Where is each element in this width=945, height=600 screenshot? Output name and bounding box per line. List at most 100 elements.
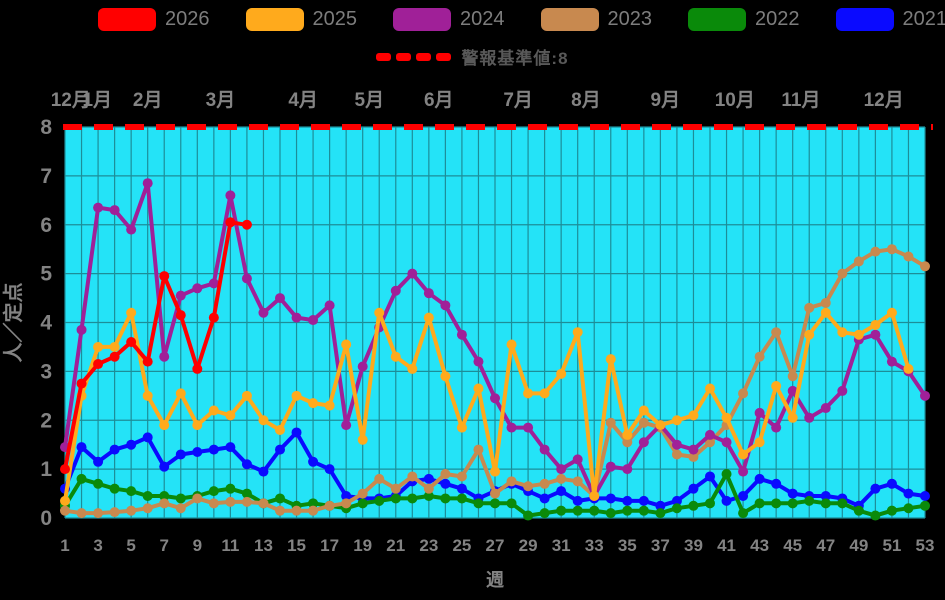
series-point-2024 <box>357 361 368 372</box>
series-point-2021 <box>192 447 203 458</box>
series-point-2026 <box>175 310 186 321</box>
series-point-2021 <box>754 473 765 484</box>
series-point-2022 <box>390 493 401 504</box>
series-point-2022 <box>721 469 732 480</box>
series-point-2021 <box>721 495 732 506</box>
series-point-2022 <box>142 491 153 502</box>
series-point-2022 <box>159 491 170 502</box>
y-axis-title: 人／定点 <box>1 283 25 363</box>
legend-label: 2025 <box>312 8 358 30</box>
series-point-2023 <box>787 371 798 382</box>
series-point-2022 <box>539 508 550 519</box>
series-point-2023 <box>605 417 616 428</box>
series-point-2023 <box>853 256 864 267</box>
series-point-2023 <box>109 507 120 518</box>
series-point-2021 <box>605 493 616 504</box>
series-point-2023 <box>556 473 567 484</box>
series-point-2023 <box>225 496 236 507</box>
series-point-2026 <box>76 378 87 389</box>
series-point-2023 <box>506 476 517 487</box>
series-point-2024 <box>738 466 749 477</box>
series-point-2021 <box>324 464 335 475</box>
series-point-2021 <box>341 491 352 502</box>
series-point-2025 <box>738 449 749 460</box>
month-tick-label: 11月 <box>781 90 820 111</box>
month-tick-label: 9月 <box>651 90 681 111</box>
series-point-2023 <box>738 388 749 399</box>
x-tick-label: 7 <box>159 536 168 555</box>
series-point-2024 <box>837 385 848 396</box>
series-point-2024 <box>341 420 352 431</box>
series-point-2022 <box>705 498 715 509</box>
series-point-2025 <box>804 329 815 340</box>
y-tick-label: 0 <box>40 507 52 530</box>
series-point-2026 <box>225 217 236 228</box>
series-point-2025 <box>556 368 567 379</box>
series-point-2023 <box>357 488 368 499</box>
series-point-2021 <box>159 461 170 472</box>
legend-swatch-icon <box>98 8 156 31</box>
series-point-2025 <box>357 434 368 445</box>
series-point-2026 <box>241 219 252 230</box>
legend-swatch-icon <box>540 8 599 31</box>
series-point-2021 <box>109 444 120 455</box>
x-tick-label: 11 <box>221 536 239 555</box>
legend-item-2021: 2021 <box>835 8 945 31</box>
legend-label: 2026 <box>165 8 210 30</box>
series-point-2022 <box>787 498 798 509</box>
series-point-2025 <box>622 429 633 440</box>
series-point-2022 <box>506 498 517 509</box>
series-point-2025 <box>589 491 600 502</box>
series-point-2022 <box>473 498 484 509</box>
series-point-2025 <box>886 307 897 318</box>
month-tick-label: 2月 <box>133 90 163 111</box>
series-point-2024 <box>456 329 467 340</box>
series-point-2022 <box>688 500 699 511</box>
series-point-2025 <box>423 312 434 323</box>
series-point-2025 <box>324 400 335 411</box>
x-tick-label: 51 <box>882 536 901 555</box>
series-point-2022 <box>804 495 815 506</box>
series-point-2024 <box>705 429 715 440</box>
series-point-2021 <box>208 444 219 455</box>
series-point-2021 <box>638 495 649 506</box>
month-tick-label: 6月 <box>424 90 454 111</box>
series-point-2022 <box>523 510 534 521</box>
series-point-2024 <box>324 300 335 311</box>
series-point-2022 <box>837 498 848 509</box>
x-tick-label: 39 <box>684 536 703 555</box>
series-point-2021 <box>671 495 682 506</box>
series-point-2022 <box>622 505 633 516</box>
series-point-2022 <box>903 503 914 514</box>
series-point-2023 <box>76 508 87 519</box>
series-point-2023 <box>837 268 848 279</box>
series-point-2025 <box>688 410 699 421</box>
series-point-2022 <box>275 493 285 504</box>
series-point-2023 <box>490 488 500 499</box>
series-point-2026 <box>159 271 170 282</box>
series-point-2024 <box>407 268 418 279</box>
series-point-2024 <box>192 283 203 294</box>
legend-item-2025: 2025 <box>245 8 358 31</box>
series-point-2022 <box>771 498 782 509</box>
series-point-2022 <box>853 505 864 516</box>
series-point-2021 <box>175 449 186 460</box>
series-point-2024 <box>258 307 269 318</box>
series-point-2024 <box>556 464 567 475</box>
series-point-2023 <box>142 503 153 514</box>
x-tick-label: 37 <box>651 536 670 555</box>
series-point-2023 <box>126 505 137 516</box>
series-point-2025 <box>440 371 451 382</box>
y-tick-label: 7 <box>40 165 52 188</box>
series-point-2022 <box>109 483 120 494</box>
series-point-2024 <box>225 190 236 201</box>
series-point-2022 <box>886 505 897 516</box>
series-point-2023 <box>754 351 765 362</box>
series-point-2021 <box>886 478 897 489</box>
series-point-2023 <box>539 478 550 489</box>
series-point-2023 <box>870 246 881 257</box>
legend-label: 2022 <box>755 8 800 30</box>
series-point-2023 <box>275 505 285 516</box>
series-point-2021 <box>688 483 699 494</box>
series-point-2023 <box>390 483 401 494</box>
